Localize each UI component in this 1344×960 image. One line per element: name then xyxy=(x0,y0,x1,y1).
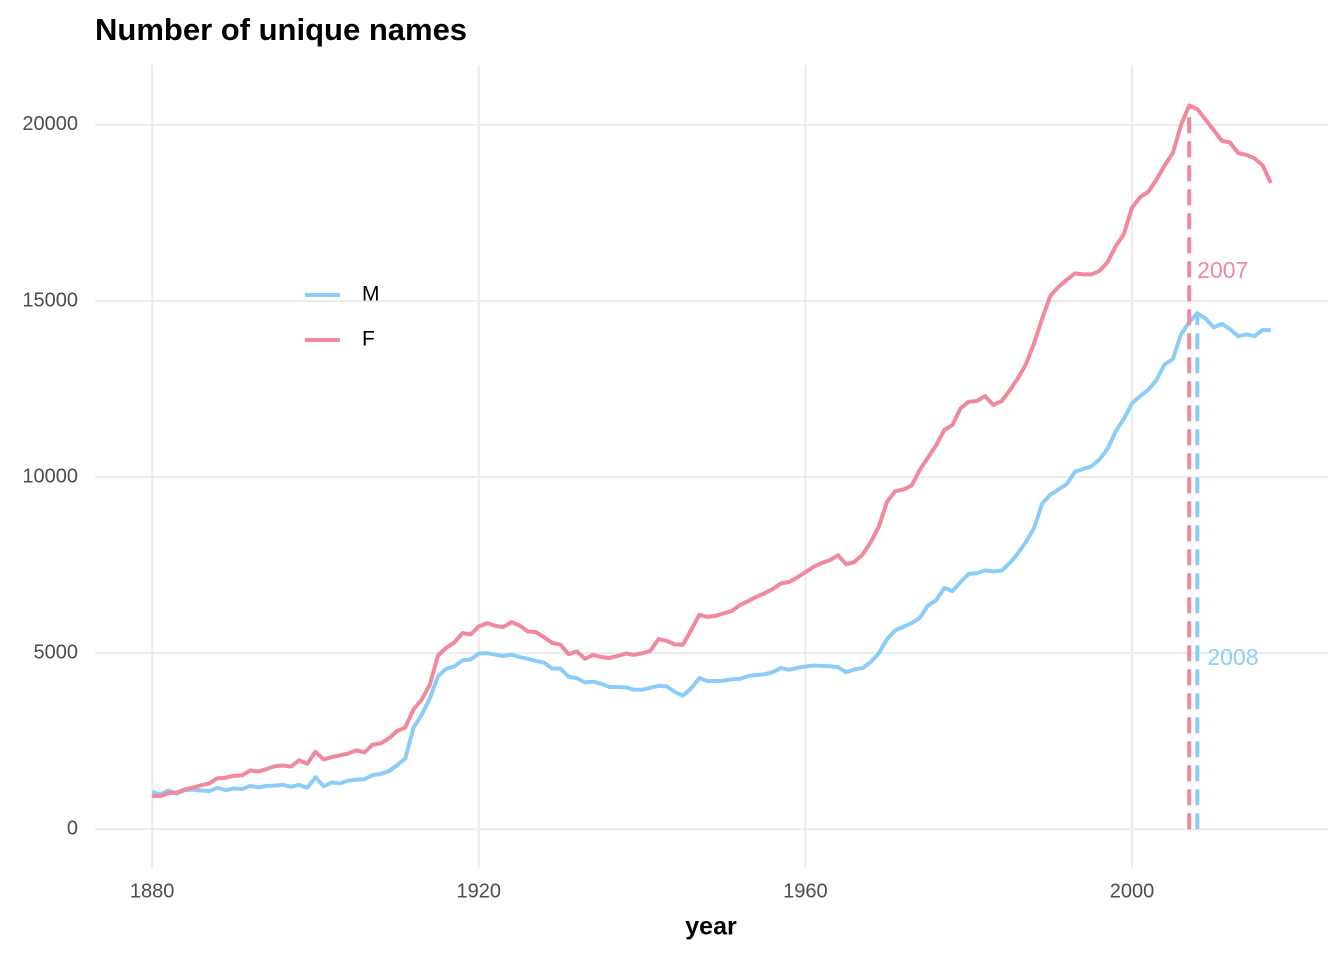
x-axis-label: year xyxy=(685,913,737,941)
legend-label: M xyxy=(362,283,380,306)
x-tick-label: 1920 xyxy=(457,880,502,902)
y-tick-label: 5000 xyxy=(34,641,79,663)
annotation-label: 2007 xyxy=(1197,257,1248,283)
x-tick-label: 1880 xyxy=(130,880,175,902)
chart-title: Number of unique names xyxy=(95,12,467,47)
series-line xyxy=(152,103,1273,799)
y-tick-label: 10000 xyxy=(22,465,78,487)
x-tick-label: 1960 xyxy=(783,880,828,902)
x-tick-label: 2000 xyxy=(1110,880,1155,902)
annotation-label: 2008 xyxy=(1207,644,1258,670)
y-tick-label: 15000 xyxy=(22,289,78,311)
series-line xyxy=(151,311,1271,797)
y-tick-label: 0 xyxy=(67,818,78,840)
y-tick-label: 20000 xyxy=(22,113,78,135)
legend-label: F xyxy=(362,328,375,351)
